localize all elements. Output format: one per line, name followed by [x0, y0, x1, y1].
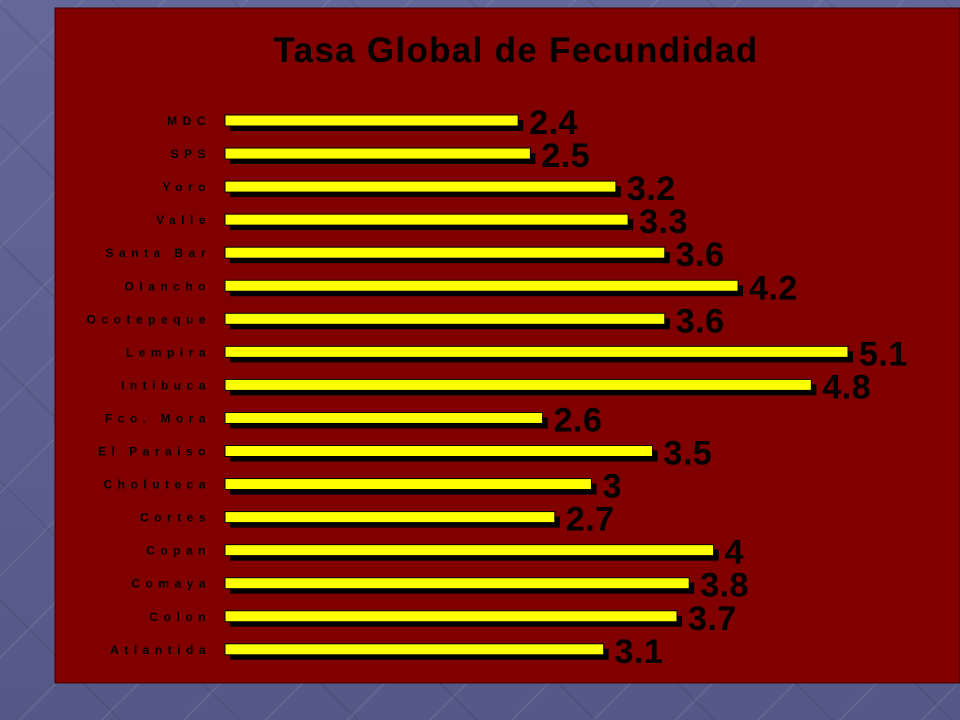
category-label: Comaya: [131, 577, 211, 591]
value-label: 3: [602, 468, 621, 506]
value-label: 3.1: [615, 633, 664, 671]
bar: [224, 511, 556, 524]
value-label: 2.7: [566, 501, 615, 539]
bar: [224, 378, 812, 391]
bar: [224, 180, 617, 193]
bar-row: Intibuca 4.8: [121, 368, 871, 406]
bar-row: Valle 3.3: [156, 203, 688, 241]
bar-row: Olancho 4.2: [124, 269, 797, 307]
bar-row: Ocotepeque 3.6: [87, 302, 725, 340]
bar-row: MDC 2.4: [167, 104, 578, 142]
bar: [224, 411, 544, 424]
category-label: Ocotepeque: [87, 312, 211, 326]
bar-row: Santa Bar 3.6: [105, 236, 724, 274]
bar-row: Lempira 5.1: [126, 335, 908, 373]
category-label: Copan: [146, 544, 211, 558]
category-label: Atlantida: [110, 643, 211, 657]
value-label: 3.6: [676, 236, 725, 274]
category-label: Cortes: [140, 511, 211, 525]
category-label: Yoro: [163, 180, 211, 194]
category-label: Valle: [156, 213, 211, 227]
value-label: 3.6: [676, 302, 725, 340]
bar-row: Copan 4: [146, 534, 744, 572]
value-label: 2.4: [529, 104, 578, 142]
category-label: Choluteca: [103, 478, 211, 492]
category-label: Olancho: [124, 279, 211, 293]
value-label: 3.2: [627, 170, 676, 208]
bar: [224, 213, 629, 226]
value-label: 3.7: [688, 600, 737, 638]
value-label: 4: [725, 534, 744, 572]
bar: [224, 114, 519, 127]
category-label: Intibuca: [121, 378, 211, 392]
category-label: Santa Bar: [105, 246, 211, 260]
bar: [224, 577, 690, 590]
category-label: Fco. Mora: [105, 411, 211, 425]
value-label: 2.5: [541, 137, 590, 175]
bar: [224, 246, 666, 259]
chart-title: Tasa Global de Fecundidad: [274, 31, 759, 70]
bar-row: El Paraiso 3.5: [98, 435, 712, 473]
bar: [224, 478, 592, 491]
bar-row: Yoro 3.2: [163, 170, 676, 208]
bar: [224, 610, 678, 623]
bar: [224, 445, 654, 457]
bar-row: SPS 2.5: [170, 137, 590, 175]
category-label: Lempira: [126, 345, 211, 359]
value-label: 2.6: [554, 401, 603, 439]
bar: [224, 312, 666, 325]
bar: [224, 345, 849, 358]
category-label: SPS: [170, 147, 211, 161]
bar-row: Comaya 3.8: [131, 567, 749, 605]
value-label: 3.8: [700, 567, 749, 605]
category-label: MDC: [167, 114, 211, 128]
category-label: El Paraiso: [98, 445, 211, 459]
value-label: 4.8: [822, 368, 871, 406]
bar-row: Atlantida 3.1: [110, 633, 663, 671]
bar: [224, 279, 739, 292]
bar-row: Fco. Mora 2.6: [105, 401, 603, 439]
value-label: 4.2: [749, 269, 798, 307]
value-label: 3.3: [639, 203, 688, 241]
bar-row: Colon 3.7: [150, 600, 737, 638]
value-label: 3.5: [664, 435, 713, 473]
bar-row: Cortes 2.7: [140, 501, 615, 539]
value-label: 5.1: [859, 335, 908, 373]
bar: [224, 544, 715, 557]
bar-row: Choluteca 3: [103, 468, 621, 506]
category-label: Colon: [150, 610, 212, 624]
bar: [224, 643, 605, 656]
bar: [224, 147, 531, 160]
